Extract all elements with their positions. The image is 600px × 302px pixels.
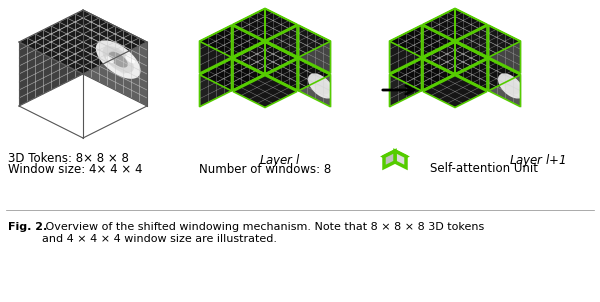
Polygon shape bbox=[265, 42, 297, 90]
Polygon shape bbox=[488, 25, 521, 73]
Polygon shape bbox=[395, 151, 406, 168]
Polygon shape bbox=[384, 151, 395, 168]
Polygon shape bbox=[233, 8, 297, 40]
Text: Layer $l$: Layer $l$ bbox=[259, 152, 301, 169]
Polygon shape bbox=[199, 59, 263, 91]
Polygon shape bbox=[103, 46, 134, 73]
Text: Fig. 2.: Fig. 2. bbox=[8, 222, 47, 232]
Polygon shape bbox=[488, 59, 521, 107]
Polygon shape bbox=[266, 59, 331, 91]
Polygon shape bbox=[389, 59, 454, 91]
Polygon shape bbox=[423, 8, 455, 56]
Polygon shape bbox=[423, 76, 487, 108]
Polygon shape bbox=[266, 25, 331, 57]
Polygon shape bbox=[199, 25, 232, 73]
Polygon shape bbox=[106, 56, 114, 63]
Polygon shape bbox=[125, 55, 135, 63]
Text: Self-attention Unit: Self-attention Unit bbox=[430, 162, 538, 175]
Polygon shape bbox=[199, 25, 263, 57]
Polygon shape bbox=[233, 8, 265, 56]
Text: Window size: 4× 4 × 4: Window size: 4× 4 × 4 bbox=[8, 163, 143, 176]
Polygon shape bbox=[423, 42, 487, 74]
Text: Overview of the shifted windowing mechanism. Note that 8 × 8 × 8 3D tokens
and 4: Overview of the shifted windowing mechan… bbox=[42, 222, 484, 244]
Polygon shape bbox=[312, 78, 329, 94]
Polygon shape bbox=[299, 59, 331, 107]
Polygon shape bbox=[384, 151, 406, 162]
Polygon shape bbox=[199, 59, 232, 107]
Polygon shape bbox=[455, 8, 487, 56]
Polygon shape bbox=[389, 59, 421, 107]
Polygon shape bbox=[308, 73, 334, 98]
Polygon shape bbox=[457, 59, 521, 91]
Polygon shape bbox=[96, 40, 140, 79]
Polygon shape bbox=[109, 52, 128, 68]
Polygon shape bbox=[423, 8, 487, 40]
Polygon shape bbox=[498, 73, 524, 98]
Polygon shape bbox=[233, 42, 297, 74]
Polygon shape bbox=[19, 10, 83, 106]
Polygon shape bbox=[457, 25, 521, 57]
Text: Layer $l$+1: Layer $l$+1 bbox=[509, 152, 566, 169]
Polygon shape bbox=[83, 10, 147, 106]
Polygon shape bbox=[299, 25, 331, 73]
Polygon shape bbox=[265, 8, 297, 56]
Polygon shape bbox=[119, 69, 125, 74]
Polygon shape bbox=[389, 25, 421, 73]
Polygon shape bbox=[233, 42, 265, 90]
Polygon shape bbox=[389, 25, 454, 57]
Polygon shape bbox=[233, 76, 297, 108]
Polygon shape bbox=[455, 42, 487, 90]
Text: Number of windows: 8: Number of windows: 8 bbox=[199, 163, 331, 176]
Polygon shape bbox=[423, 42, 455, 90]
Polygon shape bbox=[423, 42, 487, 74]
Polygon shape bbox=[19, 10, 147, 74]
Polygon shape bbox=[233, 42, 297, 74]
Polygon shape bbox=[502, 78, 520, 94]
Text: 3D Tokens: 8× 8 × 8: 3D Tokens: 8× 8 × 8 bbox=[8, 152, 129, 165]
